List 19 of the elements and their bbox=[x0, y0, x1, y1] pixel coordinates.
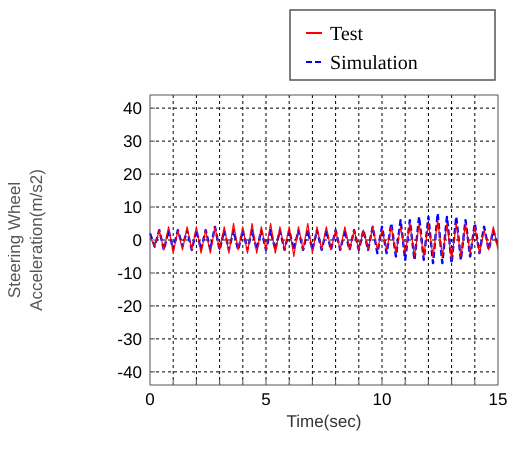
y-tick-label: 30 bbox=[123, 132, 142, 152]
x-tick-label: 10 bbox=[372, 390, 392, 409]
y-tick-label: -20 bbox=[117, 296, 142, 316]
y-tick-label: 40 bbox=[123, 99, 142, 118]
x-axis-title: Time(sec) bbox=[286, 412, 362, 431]
line-series bbox=[148, 212, 500, 264]
y-tick-label: -30 bbox=[117, 330, 142, 349]
legend-label: Test bbox=[330, 23, 364, 45]
x-tick-label: 5 bbox=[261, 390, 271, 409]
y-tick-label: -40 bbox=[117, 362, 142, 382]
x-tick-label: 15 bbox=[488, 390, 508, 409]
y-tick-label: 0 bbox=[132, 230, 142, 250]
y-tick-label: 20 bbox=[123, 165, 142, 184]
legend-label: Simulation bbox=[330, 52, 418, 74]
x-tick-label: 0 bbox=[145, 390, 155, 409]
y-tick-label: -10 bbox=[117, 264, 142, 283]
y-axis-title: Steering Wheel Acceleration(m/s2) bbox=[5, 169, 46, 311]
y-tick-label: 10 bbox=[123, 198, 142, 217]
line-series bbox=[149, 220, 499, 260]
